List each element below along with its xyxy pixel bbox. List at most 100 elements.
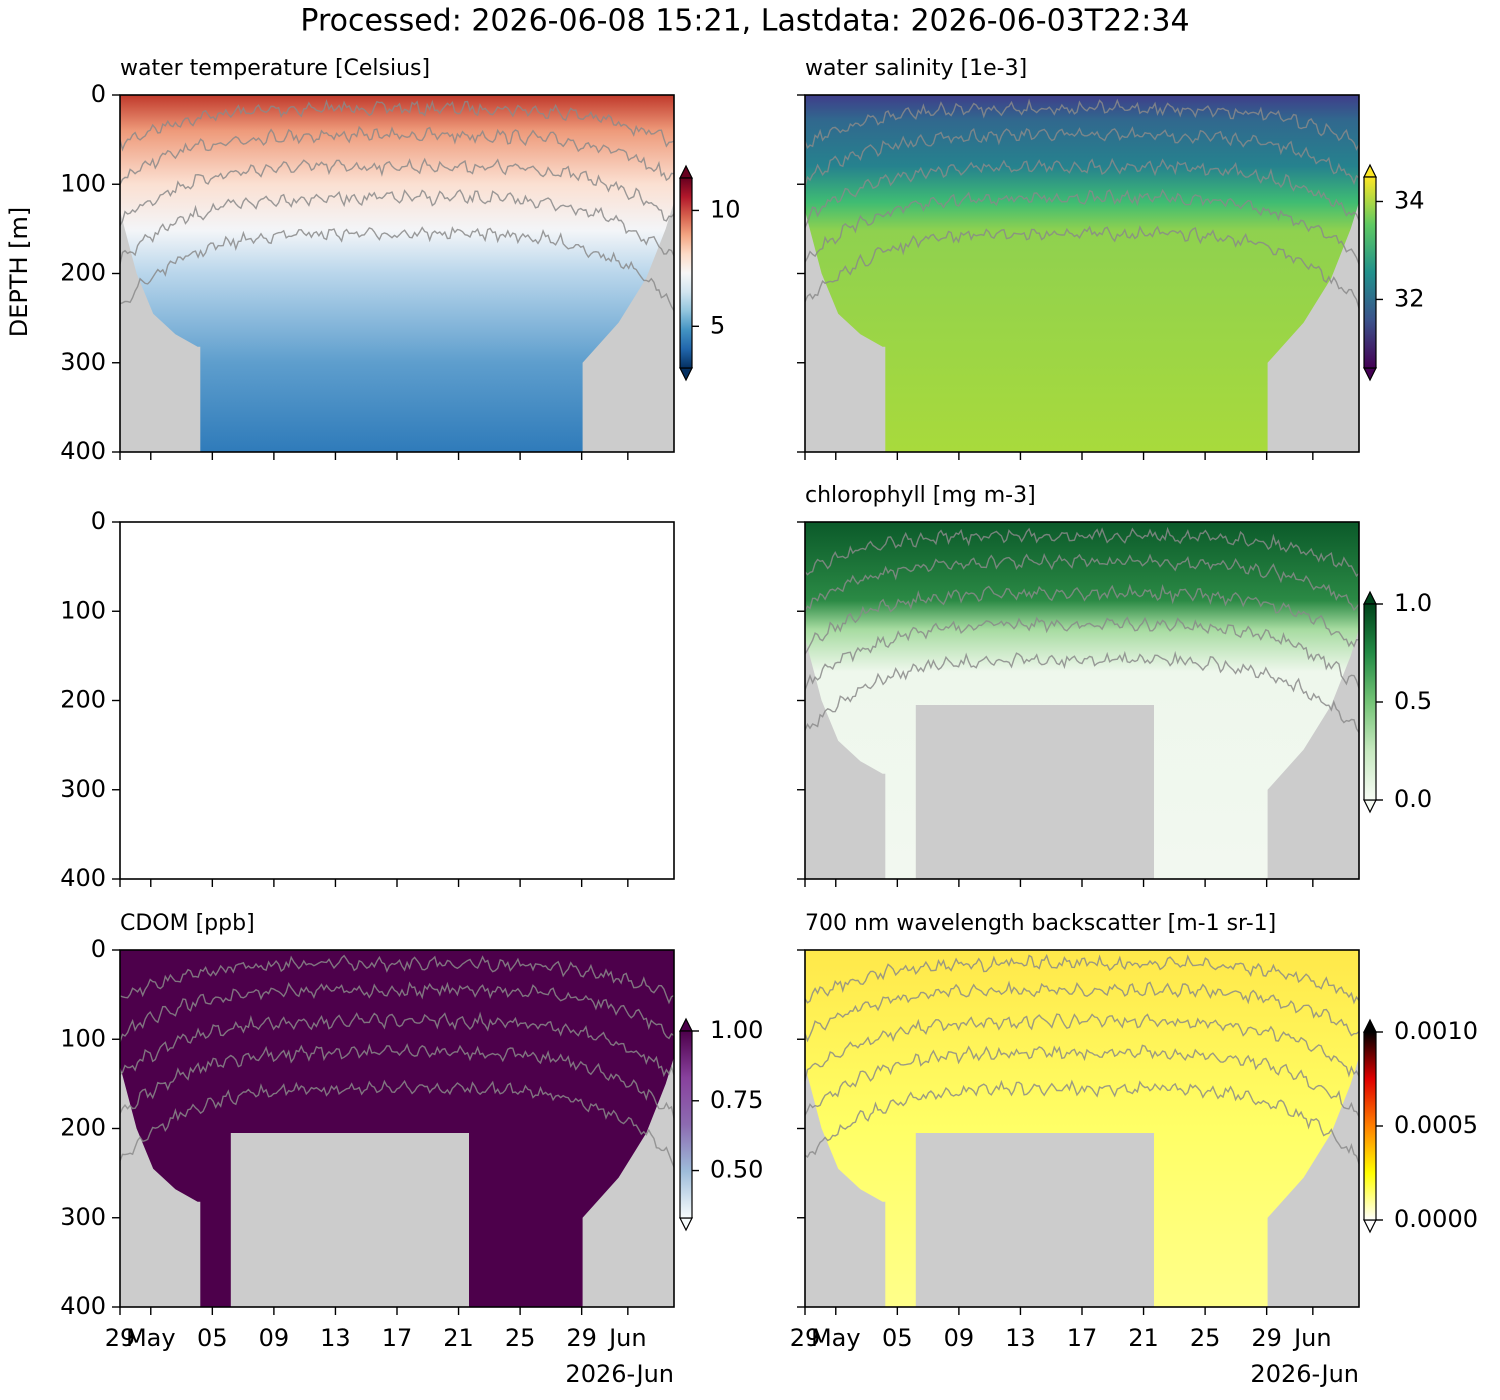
- y-tick-label: 300: [60, 348, 106, 376]
- y-tick-label: 200: [60, 686, 106, 714]
- isoline: [805, 1079, 1359, 1165]
- isoline: [805, 225, 1359, 309]
- colorbar-tick-label: 5: [710, 311, 725, 339]
- heatmap-field: [120, 95, 674, 452]
- y-tick-label: 400: [60, 1292, 106, 1320]
- y-tick-label: 0: [91, 507, 106, 535]
- heatmap: [805, 522, 1359, 879]
- panel: water temperature [Celsius]5100100200300…: [60, 56, 740, 465]
- seabed: [582, 1057, 674, 1307]
- y-tick-label: 200: [60, 1114, 106, 1142]
- colorbar-extend: [679, 164, 693, 179]
- isoline: [805, 953, 1359, 1005]
- isoline: [805, 98, 1359, 151]
- x-tick-label: 21: [443, 1324, 474, 1352]
- colorbar-tick-label: 0.5: [1394, 687, 1432, 715]
- y-tick-label: 0: [91, 935, 106, 963]
- isoline: [805, 1013, 1359, 1082]
- colorbar-extend: [679, 1217, 693, 1232]
- y-tick-label: 100: [60, 1024, 106, 1052]
- isoline: [120, 157, 674, 226]
- heatmap: [805, 950, 1359, 1307]
- x-tick-label: Jun: [607, 1324, 647, 1352]
- panel: 0 100 200 300 400: [60, 507, 675, 892]
- seabed: [1267, 629, 1359, 879]
- isoline: [805, 126, 1359, 187]
- x-tick-label: May: [811, 1324, 861, 1352]
- x-tick-label: 09: [944, 1324, 975, 1352]
- y-tick-label: 100: [60, 169, 106, 197]
- isoline: [805, 526, 1359, 578]
- y-tick-label: 200: [60, 259, 106, 287]
- colorbar-extend: [1363, 1018, 1377, 1033]
- isoline: [120, 1011, 674, 1078]
- isoline: [120, 1079, 674, 1168]
- colorbar: [1363, 1031, 1377, 1221]
- isoline: [120, 981, 674, 1043]
- colorbar: [679, 177, 693, 369]
- seabed: [805, 211, 886, 452]
- colorbar-extend: [1363, 590, 1377, 605]
- panel-title: water salinity [1e-3]: [805, 56, 1027, 81]
- isoline: [805, 980, 1359, 1043]
- colorbar-tick-label: 0.0005: [1394, 1111, 1478, 1139]
- colorbar-tick-label: 1.00: [710, 1016, 763, 1044]
- heatmap: [120, 95, 674, 452]
- colorbar-tick-label: 32: [1394, 284, 1425, 312]
- colorbar-tick-label: 0.0000: [1394, 1205, 1478, 1233]
- x-tick-label: 17: [382, 1324, 413, 1352]
- colorbar: [1363, 603, 1377, 801]
- y-tick-label: 100: [60, 596, 106, 624]
- heatmap: [120, 950, 674, 1307]
- y-tick-label: 400: [60, 864, 106, 892]
- x-offset-label: 2026-Jun: [1250, 1360, 1359, 1388]
- seabed: [1267, 1057, 1359, 1307]
- seabed: [805, 638, 886, 879]
- colorbar-tick-label: 0.50: [710, 1156, 763, 1184]
- colorbar: [1363, 176, 1377, 369]
- y-tick-label: 300: [60, 775, 106, 803]
- seabed: [120, 211, 201, 452]
- isoline: [120, 125, 674, 185]
- figure-title: Processed: 2026-06-08 15:21, Lastdata: 2…: [300, 4, 1189, 39]
- x-tick-label: 13: [1005, 1324, 1036, 1352]
- seabed: [915, 1133, 1154, 1307]
- seabed: [582, 202, 674, 452]
- x-tick-label: 29: [105, 1324, 136, 1352]
- x-tick-label: 13: [320, 1324, 351, 1352]
- colorbar-tick-label: 1.0: [1394, 589, 1432, 617]
- isoline: [120, 99, 674, 152]
- colorbar-extend: [1363, 163, 1377, 178]
- x-tick-label: 29: [790, 1324, 821, 1352]
- colorbar-extend: [1363, 1219, 1377, 1234]
- x-tick-label: 29: [566, 1324, 597, 1352]
- seabed: [120, 1066, 201, 1307]
- isoline: [120, 189, 674, 265]
- colorbar: [679, 1030, 693, 1219]
- heatmap: [805, 95, 1359, 452]
- panel: 700 nm wavelength backscatter [m-1 sr-1]…: [790, 911, 1478, 1388]
- colorbar-tick-label: 0.0: [1394, 785, 1432, 813]
- colorbar-tick-label: 0.75: [710, 1086, 763, 1114]
- heatmap-field: [805, 95, 1359, 452]
- seabed: [915, 705, 1154, 879]
- x-tick-label: 21: [1128, 1324, 1159, 1352]
- colorbar-tick-label: 0.0010: [1394, 1017, 1478, 1045]
- isoline: [805, 616, 1359, 691]
- colorbar-extend: [1363, 367, 1377, 382]
- panel-title: water temperature [Celsius]: [120, 56, 430, 81]
- x-tick-label: 17: [1067, 1324, 1098, 1352]
- isoline: [120, 954, 674, 1005]
- colorbar-extend: [1363, 799, 1377, 814]
- x-tick-label: 05: [197, 1324, 228, 1352]
- isoline: [805, 583, 1359, 655]
- panel-title: CDOM [ppb]: [120, 911, 255, 936]
- x-tick-label: Jun: [1292, 1324, 1332, 1352]
- x-offset-label: 2026-Jun: [565, 1360, 674, 1388]
- x-tick-label: 05: [882, 1324, 913, 1352]
- x-tick-label: 29: [1251, 1324, 1282, 1352]
- seabed: [1267, 202, 1359, 452]
- y-tick-label: 0: [91, 80, 106, 108]
- isoline: [805, 188, 1359, 265]
